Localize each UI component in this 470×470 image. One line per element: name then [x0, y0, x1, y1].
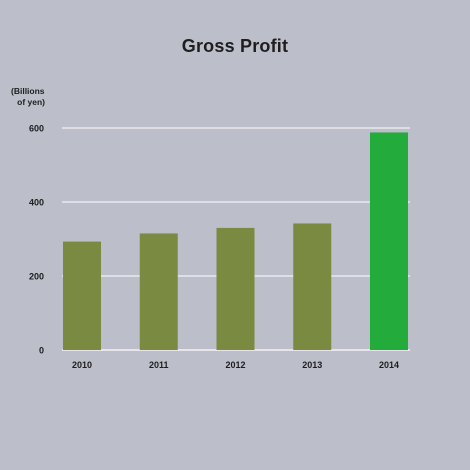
y-axis-unit-line-2: of yen)	[17, 97, 45, 107]
chart-title: Gross Profit	[181, 36, 289, 56]
bars	[63, 132, 408, 350]
x-tick-label: 2011	[149, 360, 169, 370]
y-tick-label: 0	[39, 346, 44, 356]
bar-2011	[139, 233, 178, 350]
x-axis-ticks: 2010 2011 2012 2013 2014	[72, 360, 399, 370]
y-axis-unit-line-1: (Billions	[11, 86, 45, 96]
y-tick-label: 600	[29, 124, 44, 134]
y-axis-ticks: 0 200 400 600	[29, 124, 44, 356]
x-tick-label: 2010	[72, 360, 92, 370]
bar-2014	[370, 132, 408, 350]
bar-2010	[63, 241, 101, 350]
y-tick-label: 200	[29, 272, 44, 282]
y-tick-label: 400	[29, 198, 44, 208]
x-tick-label: 2012	[225, 360, 245, 370]
y-axis-unit-label: (Billions of yen)	[11, 86, 71, 108]
x-tick-label: 2014	[379, 360, 399, 370]
bar-2012	[216, 227, 255, 350]
bar-2013	[293, 223, 332, 350]
x-tick-label: 2013	[302, 360, 322, 370]
